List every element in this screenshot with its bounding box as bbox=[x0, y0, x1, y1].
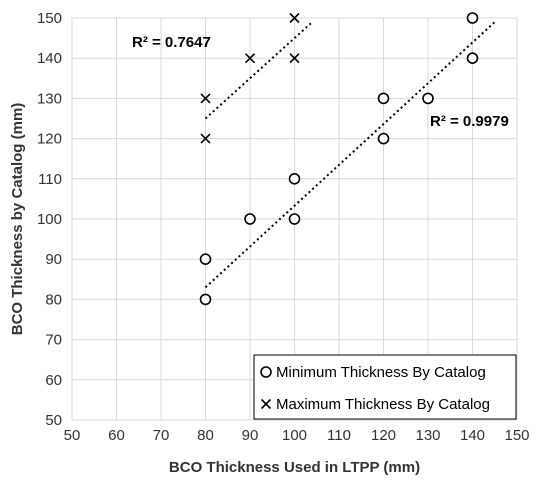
legend-cross-marker bbox=[260, 398, 272, 410]
trendline-maximum bbox=[204, 21, 313, 120]
data-point-maximum bbox=[200, 93, 211, 104]
tick-labels: 50 60 70 80 90 100 110 120 130 140 150 50 60 70 80 90 10… bbox=[37, 10, 530, 444]
x-tick-label: 120 bbox=[371, 427, 396, 444]
y-axis-title: BCO Thickness by Catalog (mm) bbox=[9, 103, 26, 336]
trendlines bbox=[204, 21, 496, 289]
x-tick-label: 50 bbox=[64, 427, 81, 444]
x-tick-label: 140 bbox=[460, 427, 485, 444]
y-tick-label: 70 bbox=[45, 332, 62, 349]
data-point-minimum bbox=[288, 173, 301, 185]
x-tick-label: 60 bbox=[108, 427, 125, 444]
x-tick-label: 70 bbox=[153, 427, 170, 444]
x-tick-label: 150 bbox=[504, 427, 529, 444]
legend-circle-marker bbox=[260, 366, 272, 378]
data-point-minimum bbox=[377, 132, 390, 145]
y-tick-label: 150 bbox=[37, 10, 62, 27]
data-point-maximum bbox=[200, 133, 211, 144]
data-point-minimum bbox=[199, 253, 212, 266]
x-tick-label: 80 bbox=[197, 427, 214, 444]
legend-box bbox=[253, 354, 517, 420]
y-tick-label: 140 bbox=[37, 50, 62, 67]
legend-marker-cross bbox=[260, 398, 272, 410]
data-point-maximum bbox=[244, 53, 256, 64]
data-point-minimum bbox=[244, 213, 256, 225]
legend: Minimum Thickness By Catalog Maximum Thi… bbox=[253, 354, 517, 420]
x-tick-label: 90 bbox=[242, 427, 259, 444]
data-point-minimum bbox=[288, 213, 301, 225]
legend-entry-maximum: Maximum Thickness By Catalog bbox=[276, 396, 490, 413]
y-tick-label: 80 bbox=[45, 291, 62, 308]
y-tick-label: 100 bbox=[37, 211, 62, 228]
legend-marker-circle bbox=[260, 366, 272, 378]
x-tick-label: 110 bbox=[327, 427, 351, 444]
x-tick-label: 100 bbox=[282, 427, 307, 444]
legend-entry-minimum: Minimum Thickness By Catalog bbox=[276, 364, 486, 381]
r2-label-minimum: R² = 0.9979 bbox=[430, 113, 509, 130]
r2-label-maximum: R² = 0.7647 bbox=[132, 34, 211, 51]
data-points bbox=[199, 12, 479, 306]
trendline-minimum bbox=[204, 21, 496, 289]
data-point-minimum bbox=[199, 293, 212, 306]
y-tick-label: 50 bbox=[45, 412, 62, 429]
y-tick-label: 60 bbox=[45, 372, 62, 389]
data-point-minimum bbox=[422, 92, 434, 105]
data-point-minimum bbox=[377, 92, 390, 105]
y-tick-label: 130 bbox=[37, 90, 62, 107]
y-tick-label: 120 bbox=[37, 131, 62, 148]
x-axis-title: BCO Thickness Used in LTPP (mm) bbox=[169, 459, 420, 476]
y-tick-label: 90 bbox=[45, 251, 62, 268]
data-point-minimum bbox=[466, 12, 479, 24]
data-point-maximum bbox=[289, 12, 300, 24]
data-point-minimum bbox=[466, 52, 479, 65]
data-point-maximum bbox=[289, 53, 300, 64]
y-tick-label: 110 bbox=[38, 171, 62, 188]
x-tick-label: 130 bbox=[415, 427, 440, 444]
